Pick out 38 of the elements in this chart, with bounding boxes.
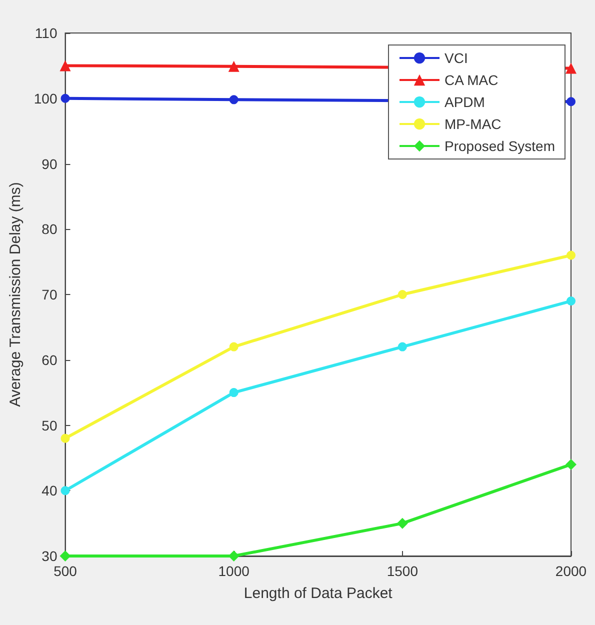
point [566,250,576,260]
point [398,290,407,299]
y-tick-label: 100 [34,90,58,106]
y-tick-label: 60 [42,352,58,368]
x-axis-title: Length of Data Packet [244,585,394,602]
point [566,97,576,106]
point [566,62,576,74]
legend-label: VCI [444,50,468,66]
y-tick-label: 50 [42,417,58,434]
legend-label: Proposed System [444,138,556,154]
point [229,342,238,352]
y-tick-label: 70 [42,286,58,302]
legend-label: CA MAC [444,72,498,88]
point [566,458,576,470]
legend-label: MP-MAC [444,116,502,132]
point [60,550,71,562]
point [566,296,576,306]
y-tick-label: 40 [42,482,58,499]
point [228,550,240,562]
x-tick-label: 500 [54,563,78,579]
y-tick-label: 30 [42,548,58,564]
point [396,518,408,529]
y-axis-title: Average Transmission Delay (ms) [7,182,24,407]
point [229,388,238,398]
y-tick-label: 90 [42,156,58,172]
x-tick-label: 1500 [386,563,418,579]
legend-label: APDM [444,94,485,110]
y-tick-label: 110 [34,25,58,41]
point [60,60,71,72]
x-tick-label: 2000 [555,563,587,579]
point [60,94,70,103]
x-tick-label: 1000 [218,563,250,579]
point [228,60,240,72]
point [60,434,70,443]
point [60,486,70,496]
y-tick-label: 80 [42,221,58,238]
point [398,342,407,352]
point [229,95,238,104]
